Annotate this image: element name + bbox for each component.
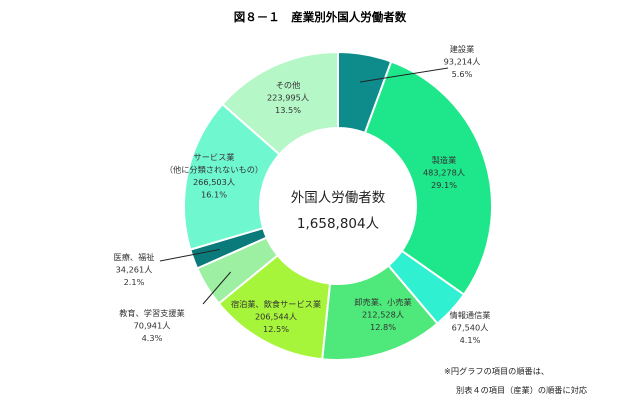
slice-percent-6: 2.1% [124,277,145,287]
slice-name-4: 宿泊業、飲食サービス業 [231,299,321,309]
slice-value-4: 206,544人 [255,312,297,322]
chart-title: 図８－１ 産業別外国人労働者数 [234,10,407,24]
slice-name-8: その他 [276,80,301,90]
slice-name-5: 教育、学習支援業 [119,308,185,318]
center-label: 外国人労働者数 [291,190,386,206]
slice-value-1: 483,278人 [423,168,465,178]
slice-percent-2: 4.1% [460,335,481,345]
slice-labels: 建設業 93,214人 5.6% 製造業 483,278人 29.1% 情報通信業 67,54… [114,44,491,345]
slice-name-3: 卸売業、小売業 [354,297,411,307]
slice-name-7-0: サービス業 [194,152,235,162]
leader-line-0 [360,67,449,83]
slice-percent-0: 5.6% [452,69,473,79]
slice-value-5: 70,941人 [134,321,171,331]
slice-percent-8: 13.5% [275,105,301,115]
slice-percent-5: 4.3% [142,333,163,343]
slice-name-2: 情報通信業 [450,310,491,320]
center-value: 1,658,804人 [297,216,380,232]
slice-percent-3: 12.8% [370,322,396,332]
leader-line-6 [159,248,220,262]
slice-value-3: 212,528人 [362,310,404,320]
slice-value-0: 93,214人 [444,57,481,67]
leader-line-5 [202,271,232,305]
note-line-1: ※円グラフの項目の順番は、 [444,366,549,376]
slice-1 [363,60,493,296]
slice-value-8: 223,995人 [267,93,309,103]
slice-value-2: 67,540人 [452,323,489,333]
donut-hole [260,128,416,284]
slice-percent-1: 29.1% [431,180,457,190]
note-line-2: 別表４の項目（産業）の順番に対応 [456,385,587,395]
slice-percent-4: 12.5% [263,324,289,334]
slice-name-1: 製造業 [432,155,457,165]
slice-value-7: 266,503人 [193,177,235,187]
slice-name-7-1: （他に分類されないもの） [165,165,263,175]
slice-value-6: 34,261人 [116,265,153,275]
slice-percent-7: 16.1% [201,190,227,200]
slice-name-6: 医療、福祉 [114,252,155,262]
slice-name-0: 建設業 [450,44,475,54]
